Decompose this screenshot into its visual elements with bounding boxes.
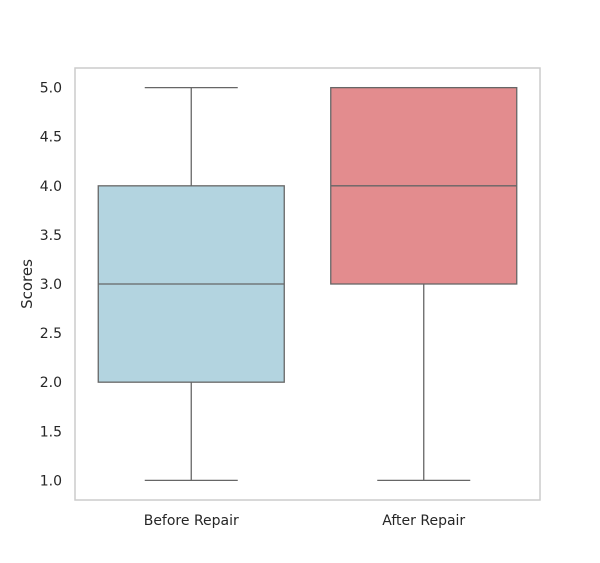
boxes-layer (97, 86, 518, 482)
y-tick-label: 4.0 (40, 179, 62, 195)
y-tick-label: 4.5 (40, 130, 62, 146)
box-group (330, 86, 518, 482)
y-axis-label: Scores (18, 259, 36, 309)
plot-frame (74, 67, 541, 501)
x-ticks: Before Repair After Repair (144, 513, 466, 529)
y-tick-label: 5.0 (40, 81, 62, 97)
y-tick-label: 1.0 (40, 473, 62, 489)
box-group (97, 86, 285, 482)
y-tick-label: 3.5 (40, 228, 62, 244)
y-tick-label: 2.0 (40, 375, 62, 391)
y-tick-label: 1.5 (40, 424, 62, 440)
y-tick-label: 2.5 (40, 326, 62, 342)
y-ticks: 1.0 1.5 2.0 2.5 3.0 3.5 4.0 4.5 5.0 (40, 81, 62, 490)
x-tick-label: Before Repair (144, 513, 239, 529)
x-tick-label: After Repair (382, 513, 465, 529)
y-tick-label: 3.0 (40, 277, 62, 293)
